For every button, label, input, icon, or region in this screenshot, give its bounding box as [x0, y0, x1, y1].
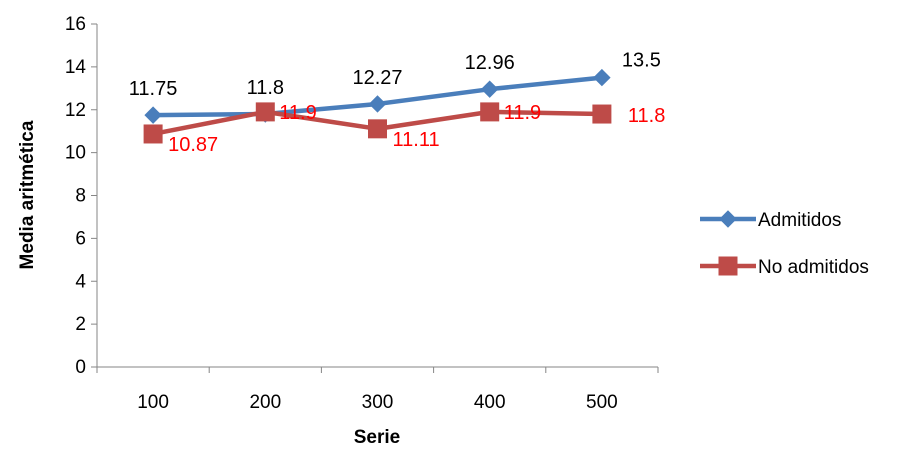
legend-diamond-marker — [719, 210, 737, 228]
x-tick-label: 300 — [362, 392, 394, 413]
diamond-marker — [593, 68, 611, 87]
y-tick-label: 16 — [65, 14, 86, 35]
legend-square-marker — [718, 256, 738, 276]
y-tick-label: 0 — [75, 357, 86, 378]
data-label-no-admitidos: 11.8 — [628, 105, 665, 127]
y-tick-label: 12 — [65, 100, 86, 121]
square-marker — [592, 104, 612, 124]
x-tick-label: 500 — [586, 392, 618, 413]
legend-label-admitidos: Admitidos — [758, 210, 841, 231]
y-tick-label: 14 — [65, 57, 87, 78]
y-tick-label: 6 — [75, 228, 86, 249]
square-marker — [255, 102, 275, 122]
data-label-admitidos: 13.5 — [622, 50, 661, 72]
series-markers-group — [143, 68, 612, 144]
diamond-marker — [480, 80, 499, 98]
data-label-admitidos: 12.96 — [465, 52, 515, 74]
data-label-no-admitidos: 11.11 — [393, 129, 440, 151]
x-tick-label: 200 — [249, 392, 281, 413]
square-marker — [480, 102, 500, 122]
y-axis-title: Media aritmética — [17, 120, 38, 269]
y-tick-label: 4 — [75, 271, 86, 292]
legend: Admitidos No admitidos — [700, 210, 869, 278]
data-label-admitidos: 11.8 — [247, 77, 284, 99]
data-label-no-admitidos: 10.87 — [168, 134, 218, 156]
data-label-no-admitidos: 11.9 — [279, 102, 316, 124]
diamond-marker — [368, 95, 387, 113]
x-tick-label: 400 — [474, 392, 506, 413]
data-label-admitidos: 12.27 — [352, 67, 402, 89]
axes-group: 0 2 4 6 8 10 12 14 16 100 200 300 400 500 — [65, 14, 659, 413]
data-label-admitidos: 11.75 — [129, 78, 178, 100]
y-tick-label: 10 — [65, 143, 86, 164]
data-labels-group: 11.75 11.8 12.27 12.96 13.5 10.87 11.9 11.11 11.… — [129, 50, 666, 156]
x-axis-title: Serie — [354, 427, 400, 448]
data-label-no-admitidos: 11.9 — [504, 102, 541, 124]
legend-label-no-admitidos: No admitidos — [758, 257, 869, 278]
y-tick-label: 8 — [75, 186, 86, 207]
square-marker — [143, 124, 163, 144]
diamond-marker — [144, 106, 162, 124]
square-marker — [368, 119, 387, 139]
y-tick-label: 2 — [75, 314, 86, 335]
x-tick-label: 100 — [137, 392, 169, 413]
